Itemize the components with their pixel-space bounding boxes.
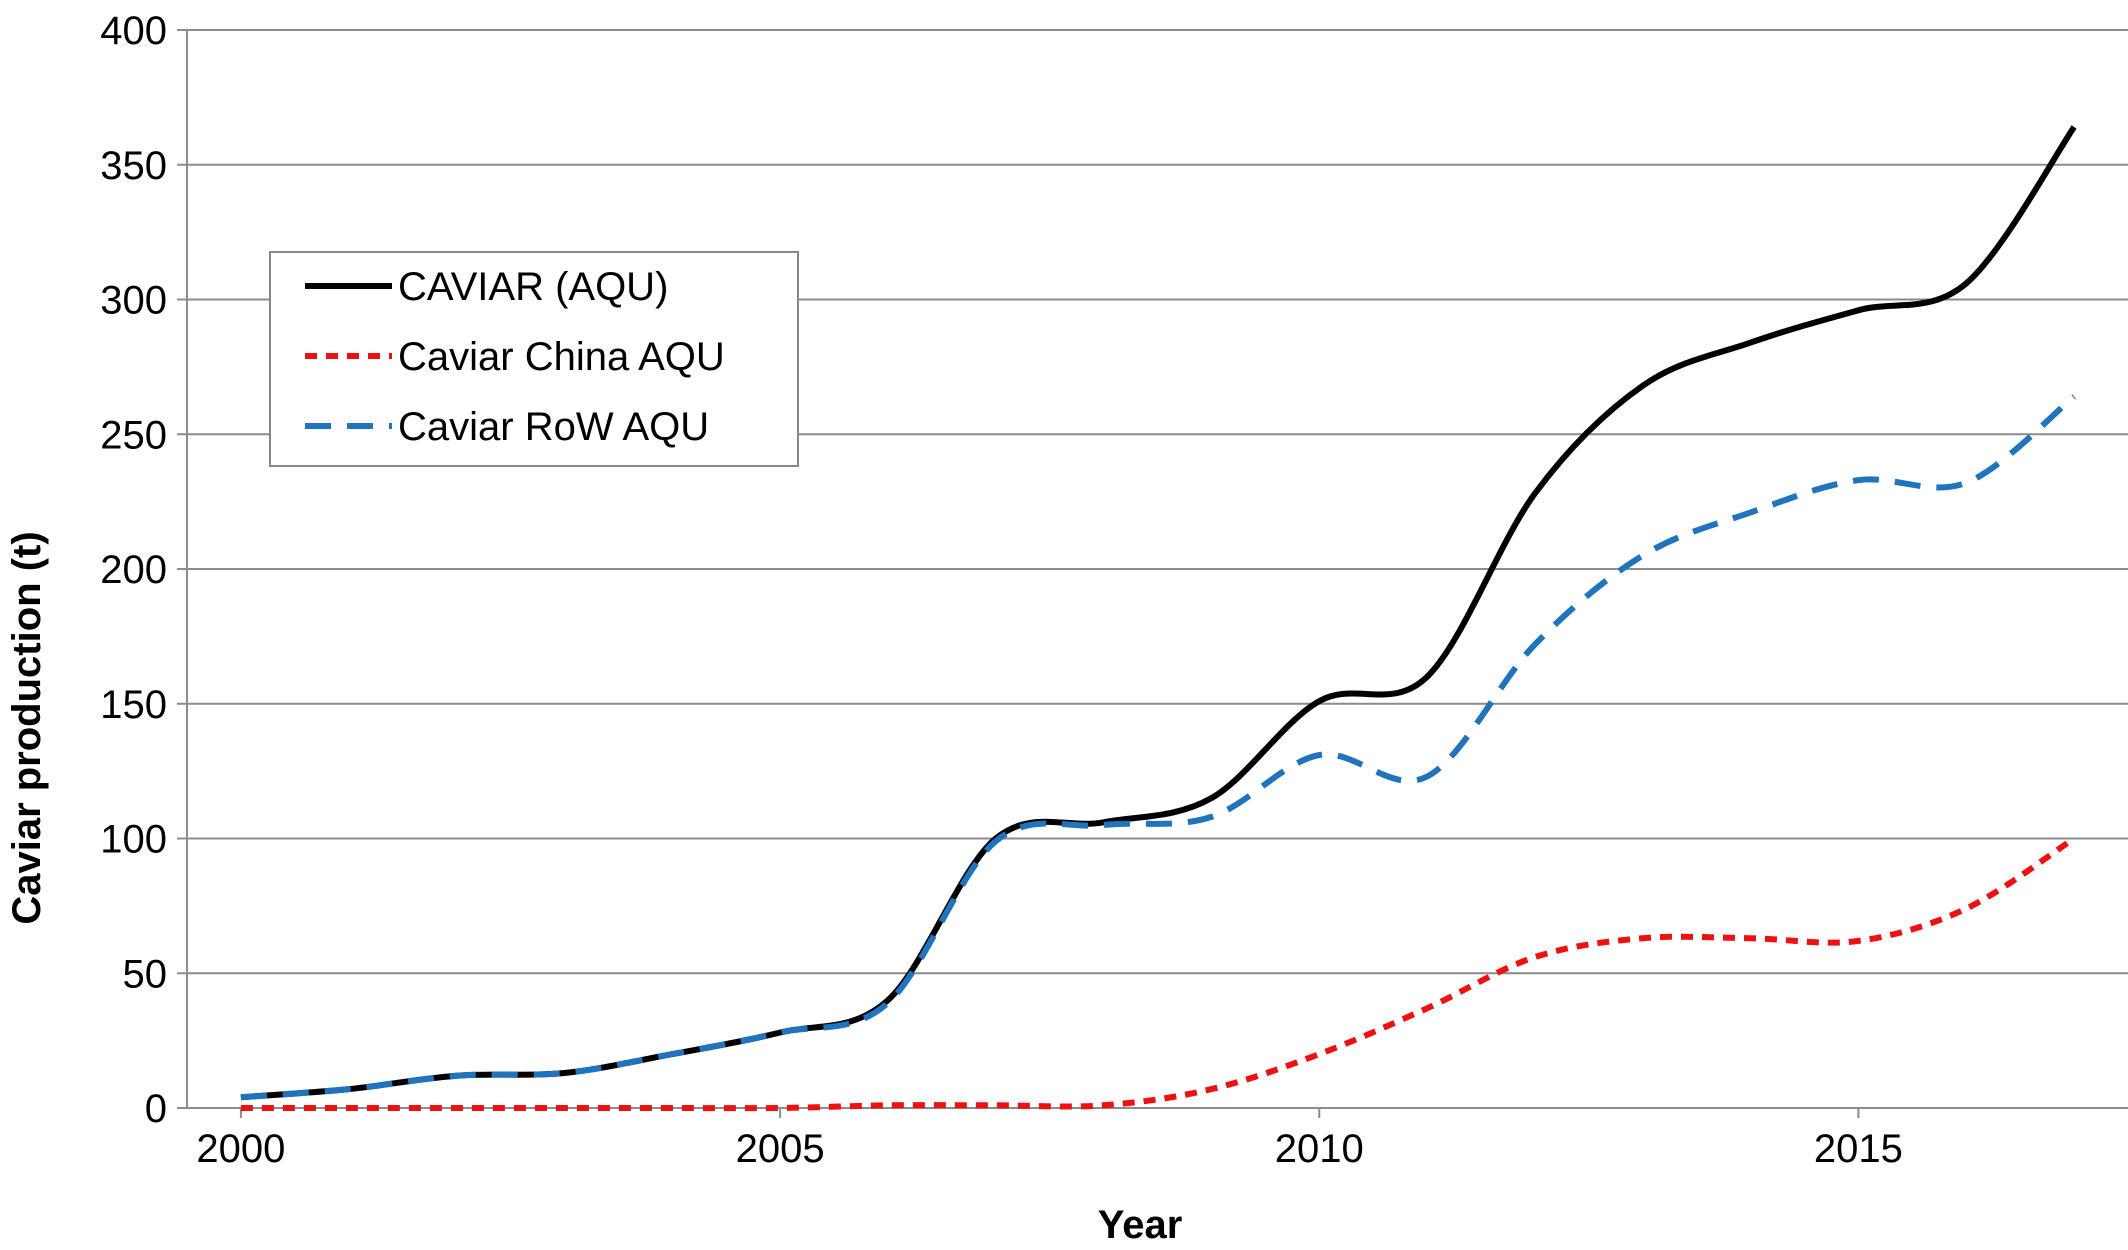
series-line-1: [240, 125, 2077, 1101]
y-tick-label-400: 400: [100, 9, 167, 53]
series-line-3: [240, 394, 2076, 1101]
y-tick-label-50: 50: [123, 952, 168, 996]
y-tick-label-350: 350: [100, 144, 167, 188]
series-lines: [240, 125, 2077, 1112]
x-axis-title: Year: [1098, 1203, 1183, 1247]
legend-label-3: Caviar RoW AQU: [398, 405, 709, 449]
legend: CAVIAR (AQU) Caviar China AQU Caviar RoW A…: [269, 251, 799, 467]
y-tick-label-300: 300: [100, 279, 167, 323]
x-tick-label-2005: 2005: [736, 1127, 825, 1171]
y-tick-label-200: 200: [100, 548, 167, 592]
y-tick-label-0: 0: [145, 1087, 167, 1131]
y-axis-title: Caviar production (t): [5, 531, 49, 924]
legend-label-1: CAVIAR (AQU): [398, 265, 668, 309]
y-tick-label-250: 250: [100, 413, 167, 457]
axes: [177, 29, 2128, 1118]
series-line-2: [240, 835, 2076, 1112]
x-tick-label-2000: 2000: [196, 1127, 285, 1171]
legend-label-2: Caviar China AQU: [398, 335, 725, 379]
x-tick-labels: 2000 2005 2010 2015: [196, 1127, 1902, 1171]
y-tick-label-100: 100: [100, 818, 167, 862]
x-tick-label-2010: 2010: [1275, 1127, 1364, 1171]
x-tick-label-2015: 2015: [1814, 1127, 1903, 1171]
y-tick-label-150: 150: [100, 683, 167, 727]
y-tick-labels: 0 50 100 150 200 250 300 350 400: [100, 9, 167, 1131]
